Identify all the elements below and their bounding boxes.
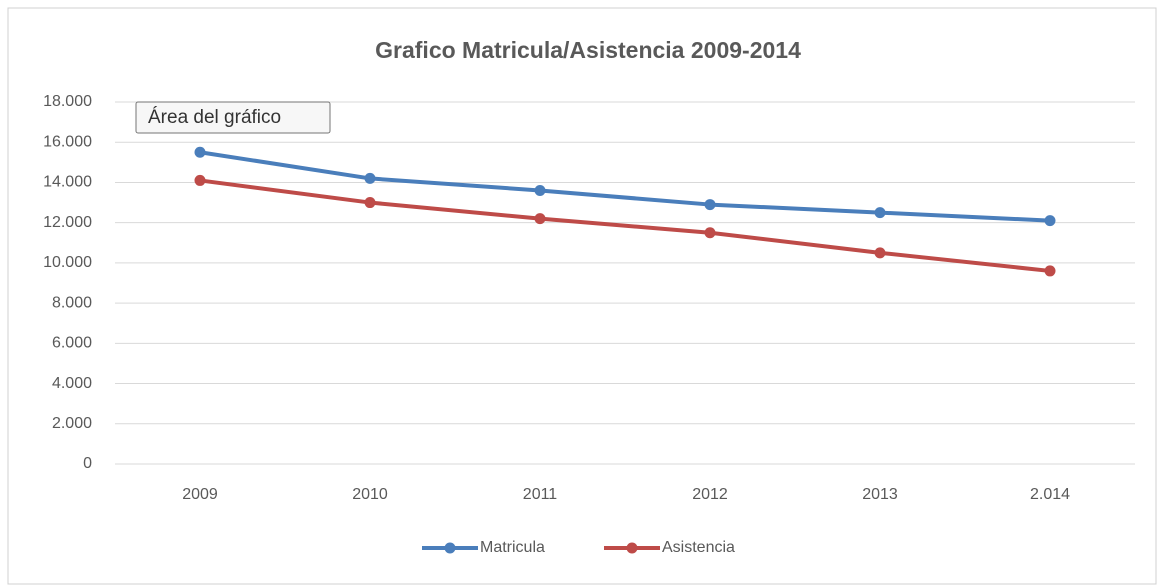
- legend-label: Matricula: [480, 539, 545, 556]
- data-point: [194, 146, 206, 158]
- legend-label: Asistencia: [662, 539, 735, 556]
- y-tick-label: 14.000: [43, 174, 92, 191]
- data-point: [534, 213, 546, 225]
- tooltip-text: Área del gráfico: [148, 107, 281, 128]
- chart-title: Grafico Matricula/Asistencia 2009-2014: [375, 37, 801, 63]
- x-tick-label: 2012: [692, 486, 728, 503]
- y-tick-label: 16.000: [43, 133, 92, 150]
- y-tick-label: 2.000: [52, 415, 92, 432]
- data-point: [874, 247, 886, 259]
- y-tick-label: 12.000: [43, 214, 92, 231]
- data-point: [194, 174, 206, 186]
- data-point: [534, 184, 546, 196]
- data-point: [1044, 215, 1056, 227]
- series-line: [198, 178, 1052, 273]
- y-tick-label: 18.000: [43, 93, 92, 110]
- data-point: [874, 207, 886, 219]
- legend-marker: [626, 542, 638, 554]
- x-tick-label: 2010: [352, 486, 388, 503]
- y-tick-label: 0: [83, 455, 92, 472]
- legend: Matricula Asistencia: [422, 539, 735, 556]
- data-point: [364, 197, 376, 209]
- x-tick-label: 2013: [862, 486, 898, 503]
- x-tick-label: 2011: [523, 486, 558, 503]
- tooltip: Área del gráfico: [135, 101, 331, 134]
- legend-marker: [444, 542, 456, 554]
- chart-area[interactable]: [7, 7, 1157, 585]
- data-point: [704, 227, 716, 239]
- data-point: [1044, 265, 1056, 277]
- y-tick-label: 8.000: [52, 294, 92, 311]
- tooltip-box: [135, 101, 331, 134]
- data-point: [364, 172, 376, 184]
- x-tick-label: 2.014: [1030, 486, 1070, 503]
- y-tick-label: 6.000: [52, 335, 92, 352]
- series-line: [198, 150, 1052, 223]
- y-tick-label: 10.000: [43, 254, 92, 271]
- x-tick-label: 2009: [182, 486, 218, 503]
- data-point: [704, 199, 716, 211]
- y-tick-label: 4.000: [52, 375, 92, 392]
